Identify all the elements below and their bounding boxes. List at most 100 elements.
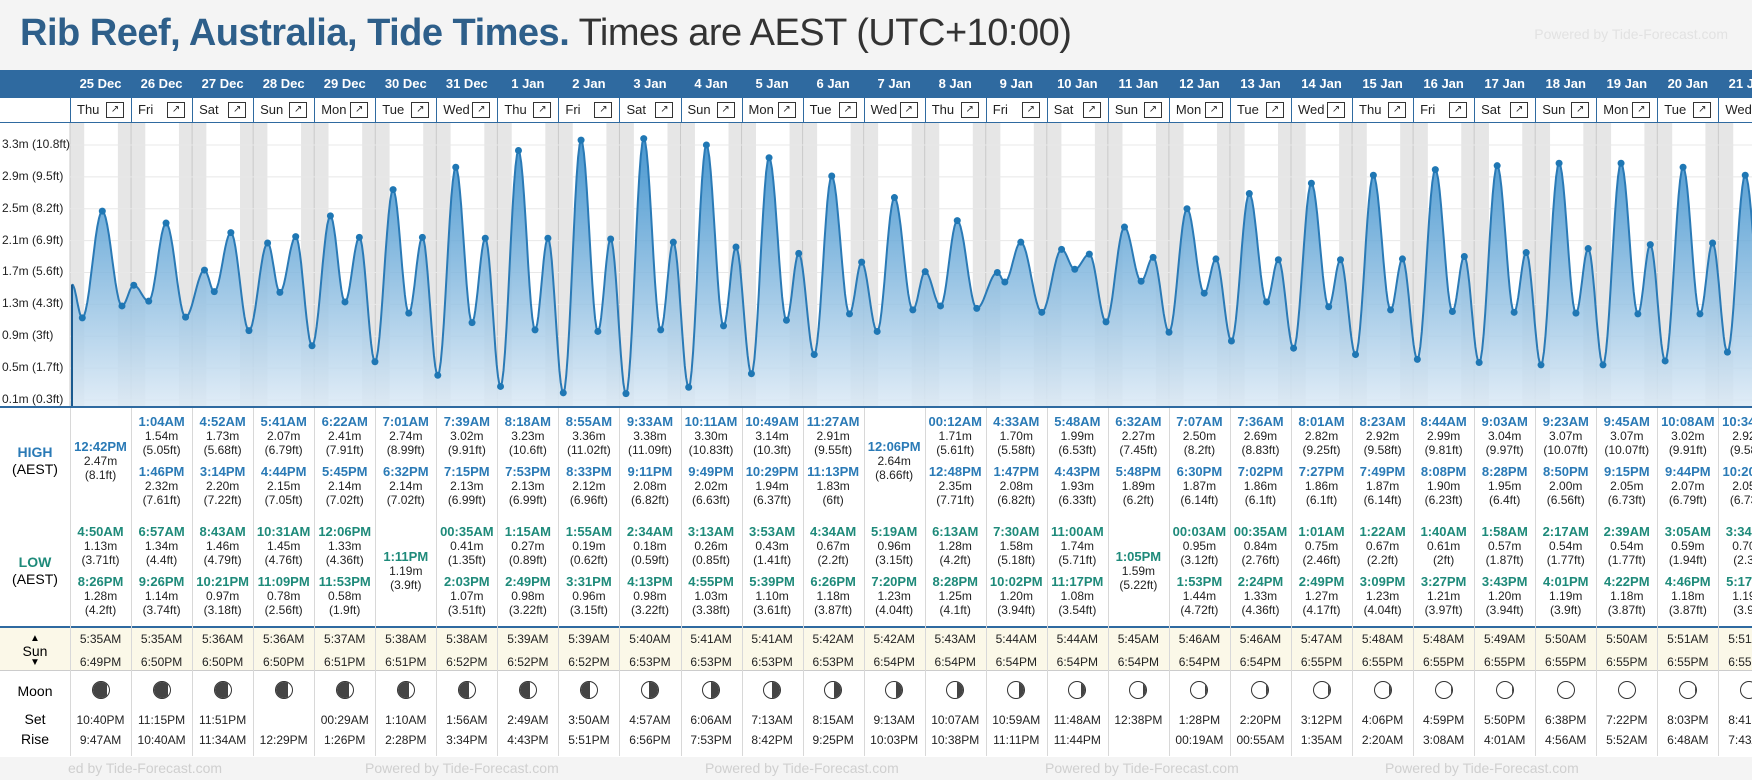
expand-icon[interactable]: ↗ — [472, 102, 491, 118]
expand-icon[interactable]: ↗ — [350, 102, 369, 118]
low-tide-meters: 1.59m — [1121, 564, 1156, 578]
high-tide-feet: (6.14ft) — [1180, 493, 1219, 507]
sun-cell: 5:37AM 6:51PM — [314, 631, 375, 671]
low-tide-entry: 4:50AM 1.13m (3.71ft) — [70, 525, 131, 568]
low-tide-cell: 4:34AM 0.67m (2.2ft) 6:26PM 1.18m (3.87ft) — [803, 525, 864, 618]
moonrise-time: 5:51PM — [568, 733, 610, 747]
high-tide-entry: 7:02PM 1.86m (6.1ft) — [1230, 465, 1291, 508]
moon-cell — [314, 681, 375, 704]
expand-icon[interactable]: ↗ — [1388, 102, 1407, 118]
low-tide-feet: (3.87ft) — [1668, 603, 1707, 617]
moonrise-time: 10:38PM — [931, 733, 980, 747]
weekday-label: Fri — [1420, 102, 1436, 117]
tide-point — [669, 238, 677, 246]
moon-times-cell: 10:07AM 10:38PM — [925, 710, 986, 750]
moon-cell — [742, 681, 803, 704]
sunset-time: 6:54PM — [1239, 655, 1282, 669]
low-tide-meters: 0.41m — [450, 539, 484, 553]
expand-icon[interactable]: ↗ — [1327, 102, 1346, 118]
moonrise-time: 4:43PM — [507, 733, 549, 747]
expand-icon[interactable]: ↗ — [1449, 102, 1468, 118]
expand-icon[interactable]: ↗ — [106, 102, 125, 118]
sunset-time: 6:53PM — [812, 655, 854, 669]
moon-label: Moon — [17, 683, 53, 699]
moon-shadow — [1019, 682, 1025, 698]
low-tide-feet: (1.77ft) — [1607, 553, 1646, 567]
expand-icon[interactable]: ↗ — [1265, 102, 1284, 118]
tide-chart-svg — [0, 123, 1752, 406]
expand-icon[interactable]: ↗ — [899, 102, 918, 118]
date-header: 14 Jan — [1301, 76, 1342, 91]
sunset-time: 6:53PM — [751, 655, 793, 669]
moon-phase-icon — [335, 681, 354, 699]
expand-icon[interactable]: ↗ — [167, 102, 186, 118]
moonset-label: Set — [24, 711, 46, 727]
moon-shadow — [957, 682, 964, 698]
tide-point — [531, 326, 539, 334]
moon-cell — [1535, 681, 1596, 704]
high-tide-time: 7:27PM — [1298, 464, 1345, 479]
expand-icon[interactable]: ↗ — [777, 102, 796, 118]
expand-icon[interactable]: ↗ — [655, 102, 674, 118]
moonrise-time: 6:56PM — [629, 733, 671, 747]
expand-icon[interactable]: ↗ — [1204, 102, 1223, 118]
low-tide-feet: (4.17ft) — [1302, 603, 1341, 617]
tide-area — [72, 138, 1752, 406]
high-tide-meters: 2.74m — [389, 429, 423, 443]
moonset-time: 12:38PM — [1114, 713, 1163, 727]
low-tide-time: 10:31AM — [256, 524, 311, 539]
low-tide-meters: 0.96m — [877, 539, 911, 553]
moon-phase-icon — [1068, 681, 1087, 699]
high-tide-feet: (6.1ft) — [1244, 493, 1277, 507]
expand-icon[interactable]: ↗ — [1632, 102, 1651, 118]
expand-icon[interactable]: ↗ — [1693, 102, 1712, 118]
expand-icon[interactable]: ↗ — [594, 102, 613, 118]
expand-icon[interactable]: ↗ — [411, 102, 430, 118]
tide-chart: 3.3m (10.8ft) 2.9m (9.5ft) 2.5m (8.2ft) 2.1… — [0, 123, 1752, 406]
sunset-time: 6:49PM — [79, 655, 122, 669]
moonrise-time: 7:43AM — [1728, 733, 1752, 747]
moonset-time: 3:12PM — [1300, 713, 1343, 727]
low-tide-time: 3:27PM — [1420, 574, 1467, 589]
sunrise-time: 5:45AM — [1117, 632, 1160, 646]
low-tide-entry: 4:46PM 1.18m (3.87ft) — [1657, 575, 1718, 618]
expand-icon[interactable]: ↗ — [533, 102, 552, 118]
high-tide-entry: 10:29PM 1.94m (6.37ft) — [742, 465, 803, 508]
tide-point — [993, 268, 1001, 276]
low-tide-time: 5:17PM — [1726, 574, 1752, 589]
date-header: 27 Dec — [201, 76, 244, 91]
high-tide-feet: (8.1ft) — [84, 468, 117, 482]
high-tide-meters: 3.23m — [511, 429, 545, 443]
expand-icon[interactable]: ↗ — [228, 102, 247, 118]
low-tide-time: 2:49PM — [1298, 574, 1345, 589]
column-divider — [680, 408, 682, 756]
low-tide-entry: 12:06PM 1.33m (4.36ft) — [314, 525, 375, 568]
high-tide-cell: 11:27AM 2.91m (9.55ft) 11:13PM 1.83m (6ft) — [803, 415, 864, 508]
low-tide-feet: (3.61ft) — [753, 603, 792, 617]
tide-point — [607, 235, 615, 243]
low-tide-meters: 0.95m — [1182, 539, 1217, 553]
high-tide-entry: 7:07AM 2.50m (8.2ft) — [1169, 415, 1230, 458]
expand-icon[interactable]: ↗ — [716, 102, 735, 118]
expand-icon[interactable]: ↗ — [289, 102, 308, 118]
high-tide-feet: (6.73ft) — [1729, 493, 1752, 507]
title-bar: Rib Reef, Australia, Tide Times. Times a… — [0, 0, 1752, 70]
high-tide-meters: 2.41m — [328, 429, 362, 443]
column-divider — [802, 408, 804, 756]
expand-icon[interactable]: ↗ — [960, 102, 979, 118]
tide-point — [953, 217, 961, 225]
high-tide-feet: (6.96ft) — [569, 493, 608, 507]
low-tide-meters: 0.84m — [1243, 539, 1278, 553]
expand-icon[interactable]: ↗ — [1510, 102, 1529, 118]
expand-icon[interactable]: ↗ — [1021, 102, 1040, 118]
expand-icon[interactable]: ↗ — [838, 102, 857, 118]
high-tide-feet: (6.79ft) — [264, 443, 303, 457]
low-tide-feet: (1.94ft) — [1668, 553, 1707, 567]
column-divider — [863, 408, 865, 756]
expand-icon[interactable]: ↗ — [1082, 102, 1101, 118]
expand-icon[interactable]: ↗ — [1143, 102, 1162, 118]
moon-times-cell: 1:28PM 00:19AM — [1169, 710, 1230, 750]
expand-icon[interactable]: ↗ — [1571, 102, 1590, 118]
column-divider — [741, 408, 743, 756]
high-tide-entry: 9:49PM 2.02m (6.63ft) — [681, 465, 742, 508]
